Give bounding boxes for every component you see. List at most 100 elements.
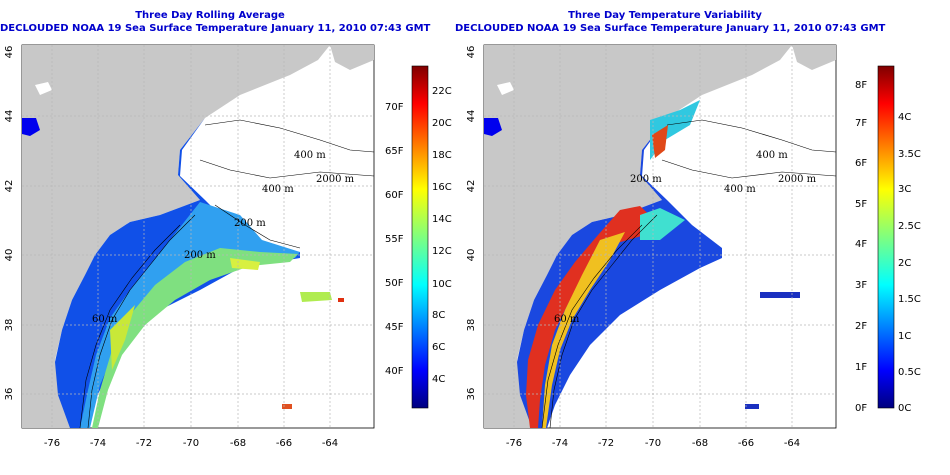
right-contour-label-200: 200 m	[630, 174, 662, 185]
left-map-title: Three Day Rolling Average	[135, 10, 285, 21]
right-lon-4: -68	[692, 438, 708, 449]
left-cb-c-9: 22C	[432, 86, 452, 97]
right-cb-c-1: 0.5C	[898, 367, 921, 378]
right-grid	[484, 45, 836, 428]
right-lon-1: -74	[552, 438, 568, 449]
right-var-offshore-patch-2	[745, 404, 759, 409]
left-cb-c-2: 8C	[432, 310, 445, 321]
right-cb-c-8: 4C	[898, 112, 911, 123]
right-lon-6: -64	[784, 438, 800, 449]
left-lat-2: 42	[4, 180, 15, 193]
left-cb-f-3: 55F	[385, 234, 404, 245]
right-cb-f-8: 8F	[855, 80, 867, 91]
right-colorbar	[877, 65, 895, 409]
right-contour-label-400b: 400 m	[724, 184, 756, 195]
left-cb-c-0: 4C	[432, 374, 445, 385]
left-lon-0: -76	[44, 438, 60, 449]
left-lon-4: -68	[230, 438, 246, 449]
right-map: 400 m 2000 m 400 m 200 m 60 m	[483, 44, 837, 429]
left-contour-d	[87, 214, 196, 428]
left-cb-f-5: 65F	[385, 146, 404, 157]
right-contour-c	[549, 214, 658, 428]
left-land-coast	[22, 45, 330, 428]
right-contour-label-400a: 400 m	[756, 150, 788, 161]
left-lon-ticks: -76 -74 -72 -70 -68 -66 -64	[44, 438, 338, 449]
right-var-mid-band	[542, 232, 625, 428]
left-map-subtitle: DECLOUDED NOAA 19 Sea Surface Temperatur…	[0, 23, 431, 34]
left-sst-hot-spot-2	[282, 404, 292, 409]
left-colorbar-c-labels: 4C 6C 8C 10C 12C 14C 16C 18C 20C 22C	[432, 86, 452, 385]
right-var-offshore-patch	[760, 292, 800, 298]
right-cb-c-6: 3C	[898, 184, 911, 195]
right-cb-c-5: 2.5C	[898, 221, 921, 232]
left-lon-3: -70	[183, 438, 199, 449]
left-lat-0: 46	[4, 46, 15, 59]
right-lat-3: 40	[466, 249, 477, 262]
right-var-shelf-patch	[640, 208, 685, 240]
left-contour-label-200a: 200 m	[234, 218, 266, 229]
right-lat-2: 42	[466, 180, 477, 193]
left-lat-ticks: 46 44 42 40 38 36	[4, 46, 15, 401]
left-lon-5: -66	[276, 438, 292, 449]
left-cb-f-2: 50F	[385, 278, 404, 289]
right-contour-b	[661, 159, 836, 179]
left-cb-c-3: 10C	[432, 279, 452, 290]
right-cb-c-3: 1.5C	[898, 294, 921, 305]
right-colorbar-f-labels: 0F 1F 2F 3F 4F 5F 6F 7F 8F	[855, 80, 867, 414]
right-contour-label-2000: 2000 m	[778, 174, 817, 185]
right-map-subtitle: DECLOUDED NOAA 19 Sea Surface Temperatur…	[455, 23, 886, 34]
left-lon-1: -74	[90, 438, 106, 449]
left-contour-b	[199, 159, 374, 179]
left-colorbar-f-labels: 40F 45F 50F 55F 60F 65F 70F	[385, 102, 404, 377]
right-lon-0: -76	[506, 438, 522, 449]
right-var-gulf-hot	[652, 125, 668, 158]
left-cb-f-6: 70F	[385, 102, 404, 113]
right-cb-f-2: 2F	[855, 321, 867, 332]
left-cb-c-8: 20C	[432, 118, 452, 129]
right-lon-3: -70	[645, 438, 661, 449]
right-cb-f-3: 3F	[855, 280, 867, 291]
left-cb-f-0: 40F	[385, 366, 404, 377]
right-cb-c-7: 3.5C	[898, 149, 921, 160]
right-contour-a	[666, 119, 836, 153]
right-lat-5: 36	[466, 388, 477, 401]
left-contour-label-60: 60 m	[92, 314, 118, 325]
left-land-northeast	[330, 45, 374, 70]
right-var-low-band	[517, 60, 780, 428]
right-lake	[497, 82, 514, 95]
left-contour-c	[214, 204, 301, 249]
left-lat-3: 40	[4, 249, 15, 262]
left-lon-2: -72	[136, 438, 152, 449]
left-lat-1: 44	[4, 110, 15, 123]
right-contour-d	[541, 224, 643, 428]
right-var-gulf-maine	[650, 100, 700, 160]
left-west-water	[22, 118, 40, 136]
right-cb-c-0: 0C	[898, 403, 911, 414]
left-grid	[22, 45, 374, 428]
right-cb-c-2: 1C	[898, 331, 911, 342]
right-colorbar-c-labels: 0C 0.5C 1C 1.5C 2C 2.5C 3C 3.5C 4C	[898, 112, 921, 414]
right-cb-f-7: 7F	[855, 118, 867, 129]
left-contour-label-2000: 2000 m	[316, 174, 355, 185]
left-map: 400 m 2000 m 400 m 200 m 200 m 60 m	[21, 44, 375, 429]
left-sst-eddy	[230, 258, 260, 270]
left-cb-c-6: 16C	[432, 182, 452, 193]
right-cb-f-1: 1F	[855, 362, 867, 373]
left-contour-a	[204, 119, 374, 153]
left-cb-f-1: 45F	[385, 322, 404, 333]
left-colorbar	[411, 65, 429, 409]
left-contour-label-200b: 200 m	[184, 250, 216, 261]
right-lon-5: -66	[738, 438, 754, 449]
left-sst-shelf-edge	[92, 248, 298, 428]
right-west-water	[484, 118, 502, 136]
right-cb-f-6: 6F	[855, 158, 867, 169]
right-lat-ticks: 46 44 42 40 38 36	[466, 46, 477, 401]
left-contour-label-400a: 400 m	[294, 150, 326, 161]
left-sst-hot-spot	[338, 298, 344, 302]
right-contour-label-60: 60 m	[554, 314, 580, 325]
left-cb-c-1: 6C	[432, 342, 445, 353]
left-sst-warm-patch	[110, 305, 135, 370]
right-lon-2: -72	[598, 438, 614, 449]
right-cb-f-5: 5F	[855, 199, 867, 210]
